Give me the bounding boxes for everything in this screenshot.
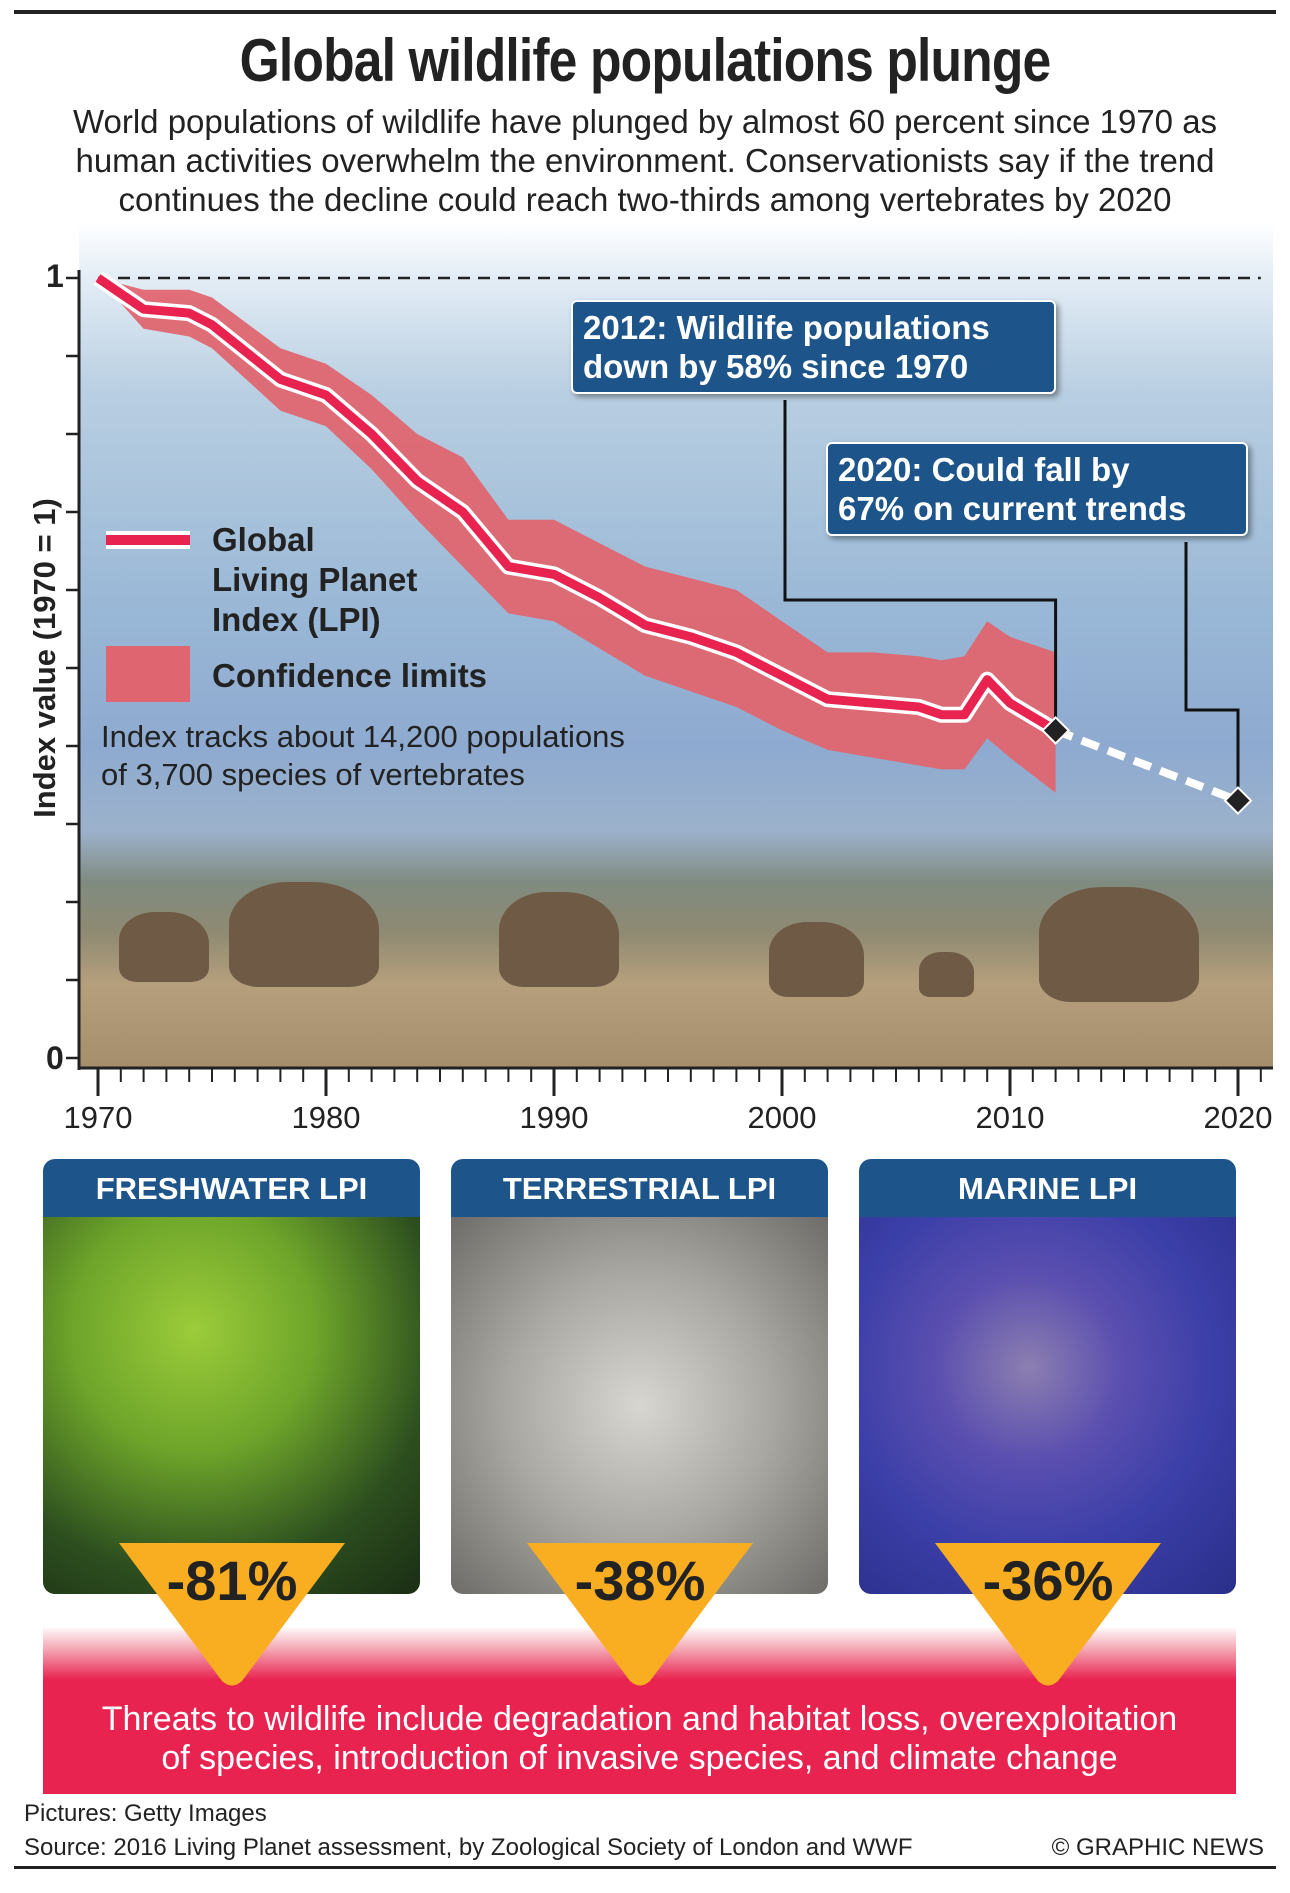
- x-tick-label: 1980: [291, 1100, 361, 1135]
- elephant-shape: [769, 922, 864, 997]
- top-rule: [14, 10, 1276, 14]
- source-text: Source: 2016 Living Planet assessment, b…: [24, 1834, 913, 1861]
- pictures-credit: Pictures: Getty Images: [24, 1800, 267, 1827]
- x-tick-label: 2020: [1203, 1100, 1273, 1135]
- marine-change: -36%: [982, 1549, 1114, 1612]
- down-badge-marine: [935, 1543, 1161, 1686]
- subtitle-line: human activities overwhelm the environme…: [75, 142, 1215, 179]
- note-line: of 3,700 species of vertebrates: [101, 757, 525, 792]
- frog-photo: [43, 1217, 420, 1594]
- y-tick-label: 0: [46, 1040, 64, 1076]
- down-badge-freshwater: [119, 1543, 345, 1686]
- elephant-shape: [1039, 887, 1199, 1002]
- terrestrial-change: -38%: [574, 1549, 706, 1612]
- y-tick-label: 1: [46, 258, 64, 294]
- callout-2012: 2012: Wildlife populations down by 58% s…: [571, 300, 1056, 394]
- lpi-chart: [66, 270, 1273, 1096]
- x-tick-label: 1970: [63, 1100, 133, 1135]
- projection-line: [1054, 726, 1240, 805]
- bottom-rule: [14, 1866, 1276, 1869]
- note-line: Index tracks about 14,200 populations: [101, 719, 625, 754]
- callout-line: down by 58% since 1970: [583, 348, 969, 385]
- threats-line: of species, introduction of invasive spe…: [161, 1739, 1118, 1777]
- snow-leopard-photo: [451, 1217, 828, 1594]
- legend-line-text: Global: [212, 521, 315, 558]
- panel-title: Freshwater LPI: [43, 1159, 420, 1217]
- elephant-shape: [119, 912, 209, 982]
- panel-terrestrial: Terrestrial LPI: [451, 1159, 828, 1594]
- down-badge-terrestrial: [527, 1543, 753, 1686]
- callout-line: 2012: Wildlife populations: [583, 309, 990, 346]
- threats-text: Threats to wildlife include degradation …: [43, 1700, 1236, 1778]
- marker-diamond: [1223, 786, 1253, 816]
- panel-marine: Marine LPI: [859, 1159, 1236, 1594]
- index-note: Index tracks about 14,200 populations of…: [101, 718, 625, 794]
- subtitle: World populations of wildlife have plung…: [20, 102, 1270, 219]
- subtitle-line: World populations of wildlife have plung…: [72, 103, 1218, 140]
- lpi-line: [95, 274, 1058, 735]
- subtitle-line: continues the decline could reach two-th…: [118, 181, 1172, 218]
- legend-line-text: Index (LPI): [212, 601, 381, 638]
- x-tick-label: 1990: [519, 1100, 589, 1135]
- page-title: Global wildlife populations plunge: [239, 27, 1052, 94]
- legend-lpi-swatch: [106, 531, 190, 549]
- graphic-news-credit: © GRAPHIC NEWS: [1051, 1834, 1264, 1861]
- sea-turtle-photo: [859, 1217, 1236, 1594]
- panel-freshwater: Freshwater LPI: [43, 1159, 420, 1594]
- legend-line-text: Living Planet: [212, 561, 418, 598]
- callout-line: 67% on current trends: [838, 490, 1187, 527]
- marker-diamond: [1041, 715, 1071, 745]
- legend-band-label: Confidence limits: [212, 657, 488, 694]
- elephant-shape: [499, 892, 619, 987]
- legend-band-swatch: [106, 646, 190, 702]
- threats-line: Threats to wildlife include degradation …: [101, 1700, 1178, 1738]
- callout-2020: 2020: Could fall by 67% on current trend…: [826, 442, 1248, 536]
- elephant-shape: [229, 882, 379, 987]
- x-tick-label: 2010: [975, 1100, 1045, 1135]
- freshwater-change: -81%: [166, 1549, 298, 1612]
- elephant-shape: [919, 952, 974, 997]
- leader-2012: [783, 400, 1058, 731]
- x-tick-label: 2000: [747, 1100, 817, 1135]
- leader-2020: [1184, 542, 1240, 801]
- panel-title: Terrestrial LPI: [451, 1159, 828, 1217]
- panel-title: Marine LPI: [859, 1159, 1236, 1217]
- legend-lpi-label: Global Living Planet Index (LPI): [212, 520, 417, 640]
- callout-line: 2020: Could fall by: [838, 451, 1130, 488]
